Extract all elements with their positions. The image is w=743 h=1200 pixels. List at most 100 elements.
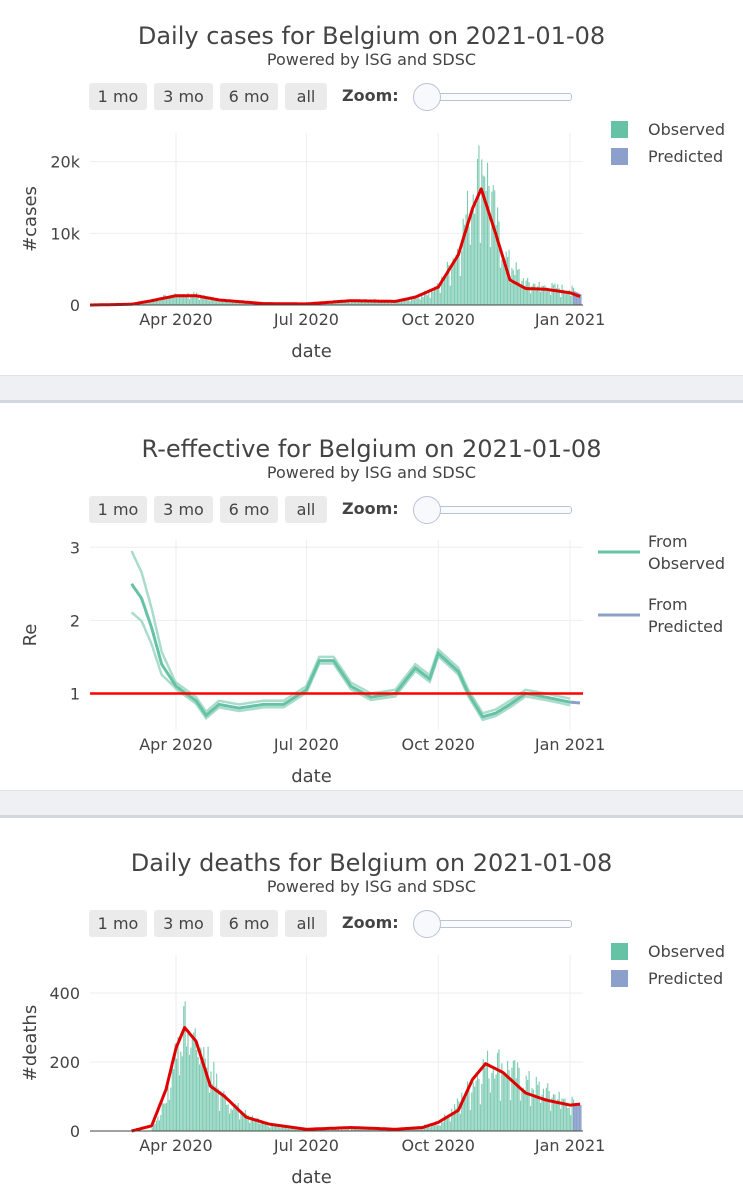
observed-bar	[484, 176, 486, 305]
observed-bar	[216, 298, 218, 305]
observed-bar	[346, 301, 348, 305]
range-3mo-button[interactable]: 3 mo	[154, 83, 213, 110]
observed-bar	[332, 1129, 334, 1131]
range-all-button[interactable]: all	[285, 83, 327, 110]
range-3mo-button[interactable]: 3 mo	[154, 910, 213, 937]
observed-bar	[231, 300, 234, 305]
observed-bar	[362, 300, 364, 305]
observed-bar	[481, 159, 483, 305]
observed-bar	[198, 300, 201, 305]
observed-bar	[505, 1076, 507, 1131]
observed-bar	[208, 300, 211, 305]
range-6mo-button[interactable]: 6 mo	[220, 83, 278, 110]
observed-bar	[355, 300, 357, 305]
observed-bar	[474, 213, 476, 305]
observed-bar	[564, 1098, 566, 1131]
legend-swatch-observed	[611, 121, 628, 138]
observed-bar	[211, 1084, 213, 1131]
x-axis-title: date	[291, 766, 332, 787]
observed-bar	[340, 301, 342, 305]
observed-bar	[459, 1113, 461, 1131]
predicted-bar	[580, 1105, 582, 1131]
observed-bar	[204, 1058, 206, 1131]
observed-bar	[403, 298, 405, 305]
observed-bar	[231, 1110, 234, 1131]
observed-bar	[343, 302, 345, 305]
observed-bar	[356, 300, 358, 305]
observed-bar	[494, 1078, 496, 1131]
observed-bar	[175, 295, 178, 305]
observed-bar	[412, 297, 414, 305]
observed-bar	[452, 1111, 454, 1131]
observed-bar	[197, 295, 199, 305]
zoom-slider-knob[interactable]	[413, 496, 441, 524]
predicted-bars	[572, 290, 582, 305]
zoom-slider-track[interactable]	[427, 920, 572, 928]
observed-bar	[157, 298, 159, 305]
observed-bar	[186, 1046, 188, 1131]
range-6mo-button[interactable]: 6 mo	[220, 496, 278, 523]
zoom-slider-knob[interactable]	[413, 83, 441, 111]
observed-bar	[221, 1096, 223, 1131]
observed-bar	[259, 1123, 261, 1131]
observed-bar	[226, 300, 228, 305]
range-6mo-button[interactable]: 6 mo	[220, 910, 278, 937]
observed-bar	[287, 1125, 289, 1131]
observed-bar	[378, 300, 380, 305]
observed-bar	[521, 1090, 523, 1131]
range-3mo-button[interactable]: 3 mo	[154, 496, 213, 523]
observed-bar	[294, 1128, 297, 1131]
x-tick-label: Jan 2021	[534, 1136, 605, 1155]
observed-bar	[191, 296, 193, 305]
observed-bar	[494, 190, 496, 305]
observed-bar	[562, 289, 565, 305]
range-all-button[interactable]: all	[285, 910, 327, 937]
observed-bar	[509, 282, 512, 305]
observed-bar	[475, 204, 477, 305]
observed-bar	[525, 1075, 527, 1131]
observed-bar	[353, 300, 355, 305]
observed-bar	[488, 1078, 490, 1131]
observed-bar	[402, 300, 404, 305]
observed-bar	[495, 224, 497, 305]
observed-bar	[357, 300, 360, 305]
observed-lower-bound	[130, 611, 571, 722]
cases-subtitle: Powered by ISG and SDSC	[266, 50, 477, 69]
observed-bar	[550, 294, 552, 305]
zoom-slider-track[interactable]	[427, 93, 572, 101]
range-1mo-button[interactable]: 1 mo	[89, 83, 147, 110]
observed-bar	[479, 242, 481, 305]
observed-bar	[511, 1067, 513, 1131]
observed-bar	[201, 296, 203, 305]
zoom-slider-track[interactable]	[427, 506, 572, 514]
observed-bar	[522, 1087, 524, 1131]
observed-bar	[170, 1087, 172, 1131]
observed-bar	[485, 190, 487, 305]
range-1mo-button[interactable]: 1 mo	[89, 910, 147, 937]
observed-bar	[507, 256, 509, 305]
x-tick-label: Oct 2020	[402, 735, 475, 754]
observed-bar	[519, 1100, 522, 1131]
observed-bar	[455, 1108, 457, 1131]
observed-bar	[366, 1128, 368, 1131]
range-1mo-button[interactable]: 1 mo	[89, 496, 147, 523]
zoom-slider-knob[interactable]	[413, 910, 441, 938]
observed-bar	[369, 1129, 371, 1131]
observed-bar	[528, 282, 530, 305]
observed-bar	[499, 267, 502, 305]
observed-bar	[489, 247, 491, 305]
observed-bar	[363, 1128, 365, 1131]
observed-bar	[409, 1128, 411, 1131]
observed-bar	[160, 299, 162, 305]
y-tick-label: 0	[70, 296, 80, 315]
range-all-button[interactable]: all	[285, 496, 327, 523]
re-title: R-effective for Belgium on 2021-01-08	[141, 435, 602, 463]
observed-bar	[352, 301, 354, 305]
observed-bar	[154, 298, 156, 305]
observed-bar	[570, 1115, 572, 1131]
observed-bar	[233, 1105, 235, 1131]
observed-bar	[220, 300, 222, 305]
observed-bar	[552, 284, 555, 305]
predicted-bar	[577, 292, 579, 305]
observed-bar	[359, 301, 361, 305]
